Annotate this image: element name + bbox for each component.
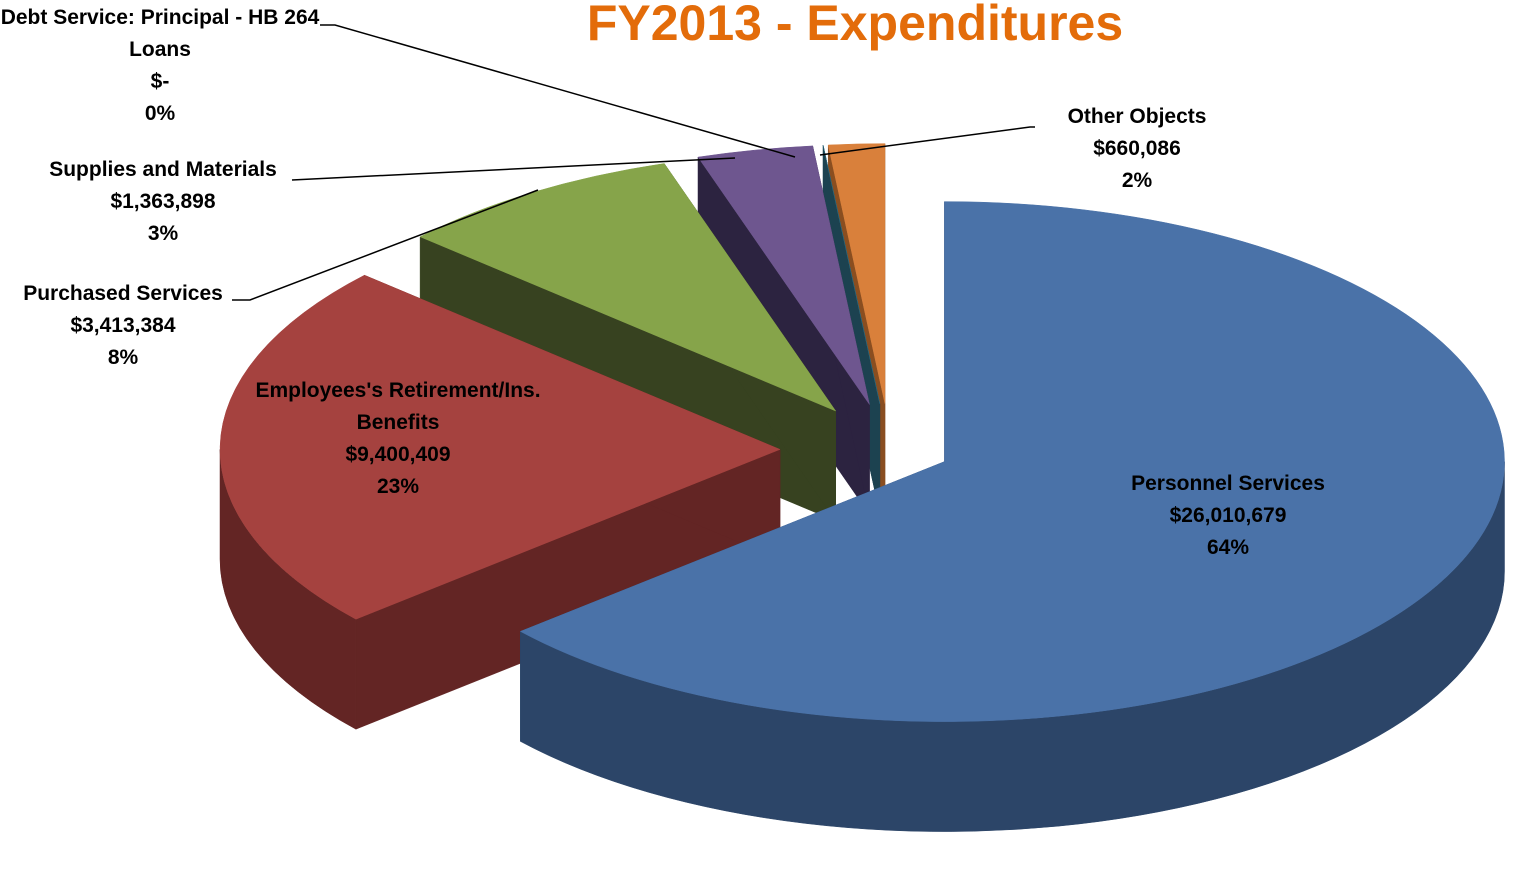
data-label: Employees's Retirement/Ins. Benefits $9,4… xyxy=(218,375,578,503)
slice xyxy=(827,143,886,404)
label-percent: 23% xyxy=(376,475,420,498)
leader-line xyxy=(232,189,539,301)
label-value: $- xyxy=(150,70,170,93)
label-value: $9,400,409 xyxy=(345,443,451,466)
data-label: Debt Service: Principal - HB 264 Loans $-… xyxy=(0,2,330,130)
label-percent: 8% xyxy=(107,346,139,369)
leader-line xyxy=(320,24,796,158)
data-label: Personnel Services $26,010,679 64% xyxy=(1068,468,1388,564)
data-label: Purchased Services $3,413,384 8% xyxy=(0,278,253,374)
data-label: Other Objects $660,086 2% xyxy=(1007,101,1267,197)
label-name: Debt Service: Principal - HB 264 Loans xyxy=(0,6,320,61)
label-value: $26,010,679 xyxy=(1169,504,1287,527)
label-value: $1,363,898 xyxy=(110,190,216,213)
data-label: Supplies and Materials $1,363,898 3% xyxy=(13,154,313,250)
label-name: Supplies and Materials xyxy=(49,158,277,181)
label-name: Purchased Services xyxy=(23,282,223,305)
slice xyxy=(697,145,870,405)
label-name: Other Objects xyxy=(1067,105,1207,128)
label-value: $660,086 xyxy=(1093,137,1181,160)
chart-title: FY2013 - Expenditures xyxy=(586,0,1124,51)
label-percent: 3% xyxy=(147,222,179,245)
slice xyxy=(219,274,781,620)
slice xyxy=(822,145,881,404)
slice xyxy=(519,201,1505,722)
label-name: Personnel Services xyxy=(1131,472,1325,495)
label-percent: 2% xyxy=(1121,169,1153,192)
label-percent: 0% xyxy=(144,102,176,125)
label-name: Employees's Retirement/Ins. Benefits xyxy=(255,379,541,434)
label-percent: 64% xyxy=(1206,536,1250,559)
leader-line xyxy=(291,157,736,181)
label-value: $3,413,384 xyxy=(70,314,176,337)
leader-line xyxy=(819,126,1035,156)
